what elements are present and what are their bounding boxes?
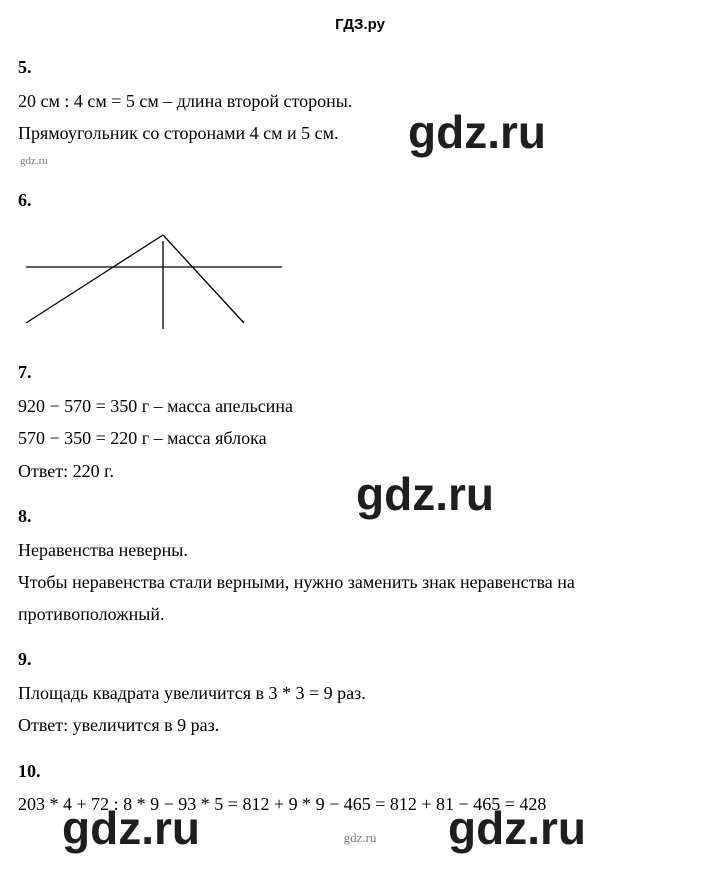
question-number: 9.: [18, 644, 702, 676]
site-header: ГДЗ.ру: [18, 12, 702, 38]
page-footer-watermark: gdz.ru: [18, 827, 702, 850]
solution-line: 203 * 4 + 72 : 8 * 9 − 93 * 5 = 812 + 9 …: [18, 789, 702, 821]
answer-line: Ответ: 220 г.: [18, 456, 702, 488]
question-number: 7.: [18, 357, 702, 389]
question-10: 10. 203 * 4 + 72 : 8 * 9 − 93 * 5 = 812 …: [18, 756, 702, 821]
solution-line: 920 − 570 = 350 г – масса апельсина: [18, 391, 702, 423]
solution-line: 570 − 350 = 220 г – масса яблока: [18, 423, 702, 455]
question-8: 8. Неравенства неверны. Чтобы неравенств…: [18, 501, 702, 630]
solution-line: Чтобы неравенства стали верными, нужно з…: [18, 567, 702, 630]
question-number: 6.: [18, 185, 702, 217]
solution-line: Неравенства неверны.: [18, 535, 702, 567]
question-5: 5. 20 см : 4 см = 5 см – длина второй ст…: [18, 52, 702, 171]
solution-line: Площадь квадрата увеличится в 3 * 3 = 9 …: [18, 678, 702, 710]
answer-line: Ответ: увеличится в 9 раз.: [18, 710, 702, 742]
question-7: 7. 920 − 570 = 350 г – масса апельсина 5…: [18, 357, 702, 487]
question-number: 10.: [18, 756, 702, 788]
small-watermark-text: gdz.ru: [20, 152, 702, 171]
question-9: 9. Площадь квадрата увеличится в 3 * 3 =…: [18, 644, 702, 742]
question-6: 6.: [18, 185, 702, 343]
diagram-intersecting-lines: [18, 223, 702, 344]
solution-line: 20 см : 4 см = 5 см – длина второй сторо…: [18, 86, 702, 118]
solution-line: Прямоугольник со сторонами 4 см и 5 см.: [18, 118, 702, 150]
diagram-svg: [18, 223, 318, 333]
question-number: 8.: [18, 501, 702, 533]
question-number: 5.: [18, 52, 702, 84]
